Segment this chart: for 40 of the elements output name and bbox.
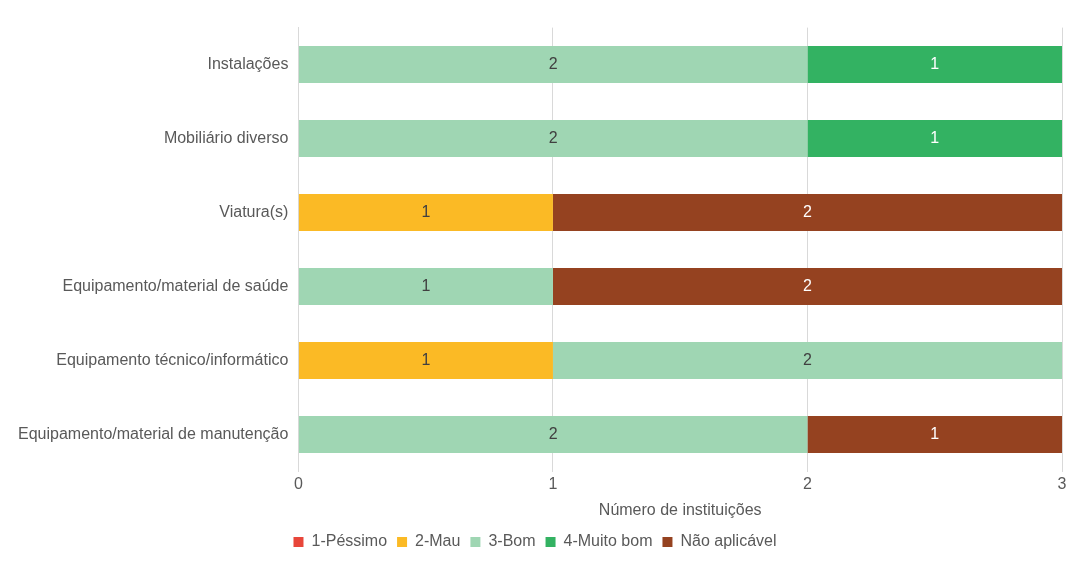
bar <box>552 342 1062 380</box>
data-label: 1 <box>930 129 940 147</box>
y-tick-label: Instalações <box>207 55 289 73</box>
bar <box>298 268 553 306</box>
data-label: 2 <box>803 351 813 369</box>
legend-label: 1-Péssimo <box>311 532 388 550</box>
bar <box>552 194 1062 232</box>
data-label: 2 <box>548 129 558 147</box>
y-tick-label: Equipamento/material de manutenção <box>18 425 289 443</box>
data-label: 1 <box>421 203 431 221</box>
legend-label: 2-Mau <box>415 532 461 550</box>
bar <box>552 268 1062 306</box>
y-tick-label: Mobiliário diverso <box>163 129 289 147</box>
data-label: 1 <box>930 55 940 73</box>
y-tick-label: Viatura(s) <box>219 203 289 221</box>
data-label: 2 <box>803 277 813 295</box>
legend-label: Não aplicável <box>680 532 777 550</box>
legend-label: 4-Muito bom <box>563 532 653 550</box>
x-axis-title: Número de instituições <box>598 500 762 518</box>
y-tick-label: Equipamento técnico/informático <box>56 351 289 369</box>
data-label: 2 <box>548 55 558 73</box>
x-tick-label: 0 <box>293 474 303 492</box>
x-tick-label: 2 <box>803 474 813 492</box>
y-tick-label: Equipamento/material de saúde <box>62 277 289 295</box>
data-label: 2 <box>803 203 813 221</box>
data-label: 2 <box>548 425 558 443</box>
x-tick-label: 3 <box>1057 474 1067 492</box>
bar <box>298 120 808 158</box>
legend-label: 3-Bom <box>488 532 536 550</box>
data-label: 1 <box>421 351 431 369</box>
data-label: 1 <box>930 425 940 443</box>
bar <box>298 194 553 232</box>
bar <box>298 46 808 84</box>
bar <box>807 416 1062 454</box>
data-label: 1 <box>421 277 431 295</box>
bar <box>807 46 1062 84</box>
x-tick-label: 1 <box>548 474 558 492</box>
bar <box>298 342 553 380</box>
bar <box>807 120 1062 158</box>
bar <box>298 416 808 454</box>
